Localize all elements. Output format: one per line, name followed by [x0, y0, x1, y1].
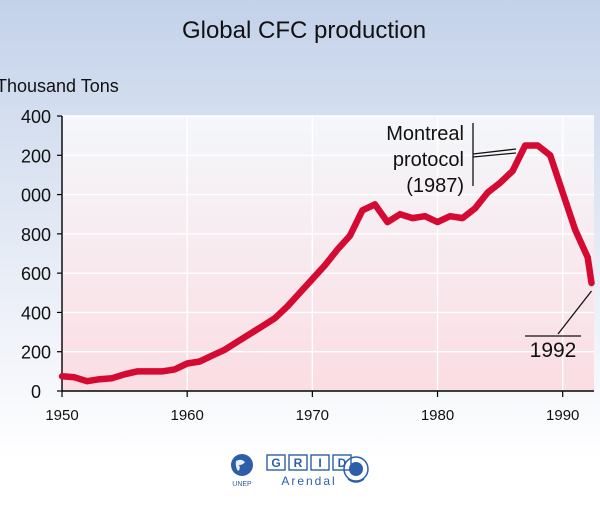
y-tick-label-400: 400 — [21, 303, 51, 323]
montreal-protocol-annotation: Montreal protocol (1987) — [386, 123, 517, 197]
grid-letter-r: R — [294, 456, 303, 470]
x-tick-label-1990: 1990 — [546, 407, 579, 424]
chart-title: Global CFC production — [182, 17, 426, 44]
y-axis-label: Thousand Tons — [0, 76, 119, 96]
arendal-label: Arendal — [281, 474, 336, 488]
globe-icon — [231, 454, 253, 476]
annotation-1992-label: 1992 — [530, 339, 577, 362]
y-tick-label-1000: 000 — [21, 186, 51, 206]
y-tick-label-1200: 200 — [21, 146, 51, 166]
y-tick-label-1400: 400 — [21, 107, 51, 127]
grid-letter-d: D — [338, 456, 347, 470]
un-emblem-icon — [343, 456, 369, 483]
unep-logo: UNEP — [231, 454, 253, 488]
globe-landmass-icon — [235, 459, 245, 471]
x-tick-label-1950: 1950 — [45, 407, 78, 424]
y-tick-label-0: 0 — [31, 382, 41, 402]
x-tick-label-1960: 1960 — [170, 407, 203, 424]
annotation-1992-pointer — [557, 290, 593, 335]
x-tick-label-1970: 1970 — [296, 407, 329, 424]
cfc-chart: Global CFC production Thousand Tons 0 200… — [0, 17, 595, 424]
cfc-production-line — [58, 142, 595, 385]
annotation-montreal-line3: (1987) — [406, 175, 464, 197]
annotation-pointer-upper — [472, 148, 517, 155]
year-1992-annotation: 1992 — [525, 290, 593, 362]
footer-logos: UNEP G R I D Arendal — [0, 452, 600, 492]
y-tick-label-200: 200 — [21, 343, 51, 363]
annotation-pointer-lower — [472, 152, 517, 158]
annotation-montreal-line2: protocol — [393, 149, 464, 171]
plot-area — [62, 116, 594, 391]
y-tick-label-600: 600 — [21, 264, 51, 284]
annotation-montreal-line1: Montreal — [386, 123, 464, 145]
grid-letter-i: I — [318, 456, 321, 470]
y-tick-label-800: 800 — [21, 225, 51, 245]
unep-label: UNEP — [232, 481, 252, 488]
x-tick-label-1980: 1980 — [421, 407, 454, 424]
grid-letter-g: G — [271, 456, 280, 470]
grid-arendal-logo: G R I D Arendal — [266, 454, 352, 488]
